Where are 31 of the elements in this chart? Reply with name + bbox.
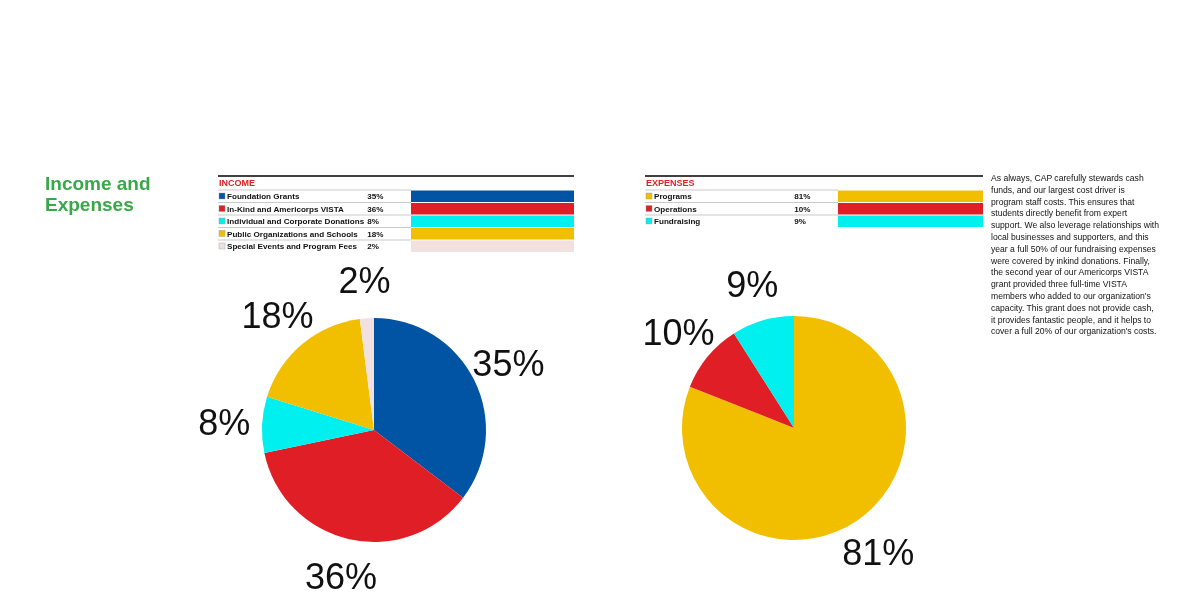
- pie-slice: [264, 430, 464, 542]
- text: 2%: [367, 242, 379, 251]
- data-label: 9%: [726, 263, 779, 305]
- chart-title: INCOME: [219, 178, 255, 188]
- legend-label: Individual and Corporate Donations: [227, 217, 365, 226]
- text: 35%: [367, 192, 384, 201]
- text: 81%: [794, 192, 811, 201]
- text: Income and Expenses: [45, 173, 151, 215]
- data-label: 10%: [642, 311, 715, 353]
- legend-label: Fundraising: [654, 217, 701, 226]
- legend-label: In-Kind and Americorps VISTA: [227, 204, 345, 214]
- legend-label: Special Events and Program Fees: [227, 242, 358, 251]
- legend-label: Public Organizations and Schools: [227, 229, 359, 239]
- text: 10%: [794, 204, 811, 214]
- legend-label: Programs: [654, 192, 693, 201]
- chart-title: EXPENSES: [646, 178, 695, 188]
- text: 9%: [794, 217, 806, 226]
- data-label: 35%: [472, 342, 545, 384]
- data-label: 2%: [338, 259, 391, 301]
- text: 18%: [367, 229, 384, 239]
- text: As always, CAP carefully stewards cash funds, and our largest cost driver is program staff costs. This ensures that students directly benefit from expert support. We also leverage relationships with local businesses and supporters, and this year a full 50% of our fundraising expenses were covered by inkind donations. Finally, the second year of our Americorps VISTA grant provided three full-time VISTA members who added to our organization's capacity. This grant does not provide cash, it provides fantastic people, and it helps to cover a full 20% of our organization's costs.: [991, 173, 1159, 337]
- legend-label: Foundation Grants: [227, 192, 300, 201]
- data-label: 18%: [241, 294, 314, 336]
- data-label: 8%: [198, 402, 251, 444]
- text: 36%: [367, 204, 384, 214]
- data-label: 81%: [842, 531, 915, 573]
- text: 8%: [367, 217, 379, 226]
- legend-label: Operations: [654, 204, 698, 214]
- pie-slice: [262, 396, 374, 453]
- data-label: 36%: [304, 555, 377, 597]
- pie-slice: [733, 316, 794, 428]
